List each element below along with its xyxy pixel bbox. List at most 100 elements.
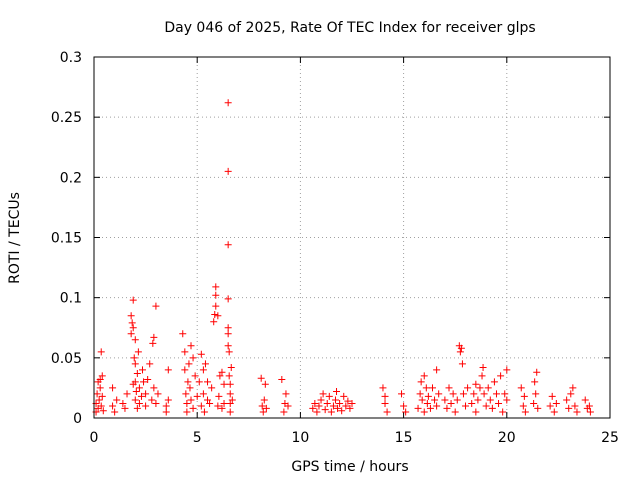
data-point (342, 402, 350, 410)
data-point (398, 390, 406, 398)
data-point (313, 408, 321, 416)
data-point (346, 404, 354, 412)
data-point (134, 348, 142, 356)
grid-lines (94, 57, 610, 418)
data-point (333, 388, 341, 396)
data-point (571, 402, 579, 410)
data-point (220, 380, 228, 388)
data-point (319, 390, 327, 398)
data-point (216, 372, 224, 380)
data-point (95, 396, 103, 404)
data-point (468, 400, 476, 408)
data-point (164, 366, 172, 374)
data-point (218, 404, 226, 412)
data-point (449, 390, 457, 398)
data-point (499, 408, 507, 416)
data-point (206, 400, 214, 408)
y-tick-label: 0.15 (51, 231, 82, 247)
data-point (201, 360, 209, 368)
data-point (97, 348, 105, 356)
data-point (189, 354, 197, 362)
data-point (453, 396, 461, 404)
data-point (154, 390, 162, 398)
data-point (226, 408, 234, 416)
data-point (215, 392, 223, 400)
data-point (261, 380, 269, 388)
data-point (133, 369, 141, 377)
data-point (210, 318, 218, 326)
data-point (199, 366, 207, 374)
data-point (127, 312, 135, 320)
data-point (185, 360, 193, 368)
data-point (262, 404, 270, 412)
data-point (420, 372, 428, 380)
data-point (490, 378, 498, 386)
data-point (480, 390, 488, 398)
data-point (521, 408, 529, 416)
data-point (191, 372, 199, 380)
plot-area-frame (93, 56, 611, 419)
data-point (181, 366, 189, 374)
data-point (552, 400, 560, 408)
y-tick-label: 0.3 (60, 50, 82, 66)
y-axis-label: ROTI / TECUs (7, 192, 23, 284)
data-point (189, 404, 197, 412)
data-point (144, 375, 152, 383)
chart-title: Day 046 of 2025, Rate Of TEC Index for r… (164, 20, 535, 36)
data-point (148, 396, 156, 404)
data-point (282, 390, 290, 398)
data-point (164, 396, 172, 404)
data-point (309, 404, 317, 412)
data-point (224, 330, 232, 338)
data-point (146, 360, 154, 368)
data-point (402, 408, 410, 416)
data-point (416, 390, 424, 398)
data-point (226, 390, 234, 398)
data-point (129, 324, 137, 332)
y-tick-label: 0.2 (60, 170, 82, 186)
data-point (227, 363, 235, 371)
data-point (128, 319, 136, 327)
data-point (131, 396, 139, 404)
data-point (456, 348, 464, 356)
x-tick-label: 15 (395, 430, 413, 446)
data-point (472, 408, 480, 416)
data-point (226, 380, 234, 388)
data-point (348, 400, 356, 408)
data-point (533, 368, 541, 376)
data-point (150, 333, 158, 341)
data-point (331, 396, 339, 404)
data-point (338, 407, 346, 415)
x-tick-label: 0 (90, 430, 99, 446)
data-point (334, 404, 342, 412)
data-point (131, 336, 139, 344)
data-point (381, 392, 389, 400)
data-point (482, 402, 490, 410)
data-point (424, 392, 432, 400)
data-point (212, 283, 220, 291)
data-point (428, 384, 436, 392)
data-point (573, 408, 581, 416)
data-point (123, 390, 131, 398)
data-point (113, 396, 121, 404)
data-point (563, 396, 571, 404)
data-point (208, 384, 216, 392)
data-point (474, 396, 482, 404)
x-tick-label: 5 (193, 430, 202, 446)
data-point (278, 375, 286, 383)
data-point (586, 408, 594, 416)
data-point (225, 372, 233, 380)
data-point (214, 402, 222, 410)
data-point (323, 400, 331, 408)
data-point (565, 404, 573, 412)
data-point (109, 402, 117, 410)
data-point (140, 378, 148, 386)
data-point (183, 408, 191, 416)
data-point (284, 402, 292, 410)
data-point (183, 400, 191, 408)
data-point (258, 402, 266, 410)
x-tick-label: 10 (291, 430, 309, 446)
data-point (195, 378, 203, 386)
data-point (218, 368, 226, 376)
